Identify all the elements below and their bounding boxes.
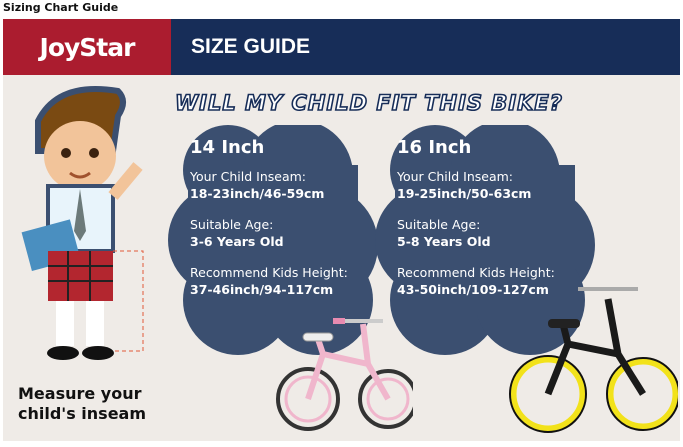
brand-logo: JoyStar [3, 19, 171, 75]
inseam-label: Your Child Inseam: [190, 169, 307, 184]
size-card-16: 16 Inch Your Child Inseam: 19-25inch/50-… [375, 125, 600, 355]
pink-bike-image [276, 318, 413, 431]
height-label: Recommend Kids Height: [397, 265, 555, 280]
inseam-value: 18-23inch/46-59cm [190, 186, 325, 201]
age-value: 3-6 Years Old [190, 234, 284, 249]
age-label: Suitable Age: [397, 217, 481, 232]
size-label: 16 Inch [397, 137, 472, 158]
inseam-label: Your Child Inseam: [397, 169, 514, 184]
height-value: 37-46inch/94-117cm [190, 282, 334, 297]
banner-title: SIZE GUIDE [171, 19, 680, 75]
measure-line-2: child's inseam [18, 404, 147, 423]
size-card-14: 14 Inch Your Child Inseam: 18-23inch/46-… [168, 125, 383, 355]
child-illustration [21, 86, 144, 360]
cloud-shape [168, 125, 378, 355]
inseam-value: 19-25inch/50-63cm [397, 186, 532, 201]
cloud-shape [375, 125, 595, 355]
headline: WILL MY CHILD FIT THIS BIKE? [174, 90, 563, 116]
height-label: Recommend Kids Height: [190, 265, 348, 280]
size-label: 14 Inch [190, 137, 265, 158]
black-bike-image [509, 287, 678, 433]
page-title: Sizing Chart Guide [3, 1, 119, 14]
age-value: 5-8 Years Old [397, 234, 491, 249]
measure-instruction: Measure your child's inseam [18, 384, 146, 424]
measure-line-1: Measure your [18, 384, 142, 403]
height-value: 43-50inch/109-127cm [397, 282, 549, 297]
age-label: Suitable Age: [190, 217, 274, 232]
size-guide-image: JoyStar SIZE GUIDE WILL MY CHILD FIT THI… [3, 19, 680, 441]
